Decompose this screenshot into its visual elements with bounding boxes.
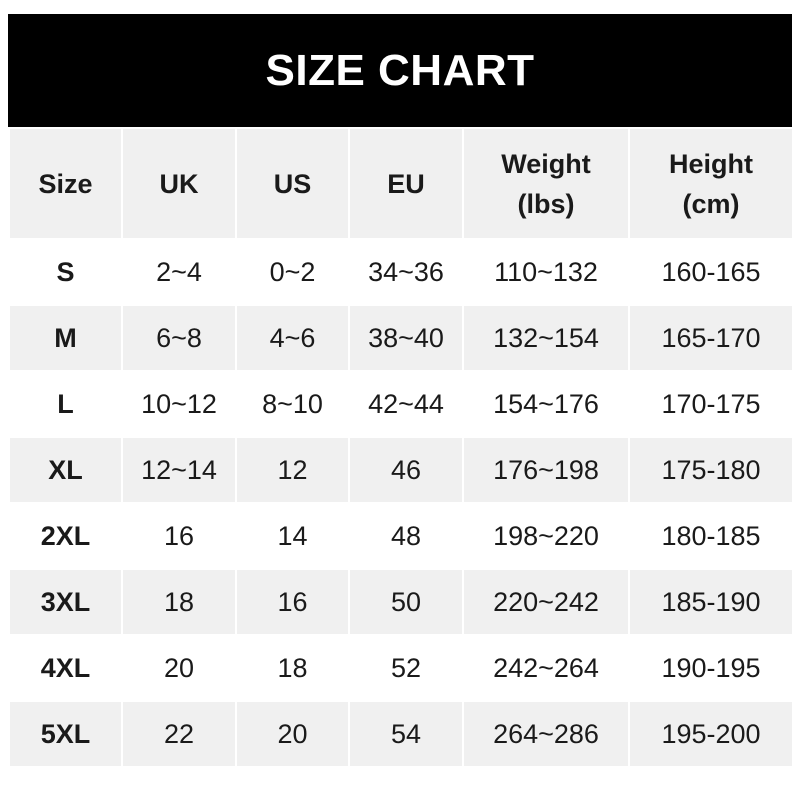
cell-us: 14 [235, 502, 350, 570]
cell-height: 195-200 [628, 700, 794, 768]
cell-size: L [8, 370, 123, 438]
cell-us: 18 [235, 634, 350, 702]
header-label: Height [669, 148, 753, 179]
cell-eu: 38~40 [348, 304, 464, 372]
cell-height: 170-175 [628, 370, 794, 438]
cell-height: 180-185 [628, 502, 794, 570]
cell-eu: 50 [348, 568, 464, 636]
cell-size: 4XL [8, 634, 123, 702]
cell-size: 2XL [8, 502, 123, 570]
size-chart-table: Size UK US EU Weight (lbs) Height (cm) S 2~4 0~2 3… [8, 127, 794, 768]
header-eu: EU [348, 127, 464, 240]
cell-weight: 242~264 [462, 634, 630, 702]
cell-weight: 176~198 [462, 436, 630, 504]
cell-eu: 42~44 [348, 370, 464, 438]
cell-size: 5XL [8, 700, 123, 768]
cell-us: 20 [235, 700, 350, 768]
header-label: US [273, 168, 312, 199]
table-row: L 10~12 8~10 42~44 154~176 170-175 [8, 370, 794, 438]
cell-height: 190-195 [628, 634, 794, 702]
cell-height: 160-165 [628, 238, 794, 306]
table-row: 3XL 18 16 50 220~242 185-190 [8, 568, 794, 636]
cell-weight: 154~176 [462, 370, 630, 438]
cell-eu: 34~36 [348, 238, 464, 306]
table-row: M 6~8 4~6 38~40 132~154 165-170 [8, 304, 794, 372]
cell-us: 4~6 [235, 304, 350, 372]
table-row: 2XL 16 14 48 198~220 180-185 [8, 502, 794, 570]
cell-eu: 54 [348, 700, 464, 768]
cell-size: XL [8, 436, 123, 504]
header-us: US [235, 127, 350, 240]
cell-height: 185-190 [628, 568, 794, 636]
table-row: 4XL 20 18 52 242~264 190-195 [8, 634, 794, 702]
cell-uk: 18 [121, 568, 237, 636]
cell-weight: 132~154 [462, 304, 630, 372]
size-chart-title: SIZE CHART [8, 14, 792, 127]
header-unit: (lbs) [517, 188, 575, 219]
header-label: Size [38, 168, 93, 199]
cell-eu: 52 [348, 634, 464, 702]
cell-eu: 48 [348, 502, 464, 570]
cell-us: 0~2 [235, 238, 350, 306]
cell-uk: 16 [121, 502, 237, 570]
cell-eu: 46 [348, 436, 464, 504]
cell-uk: 12~14 [121, 436, 237, 504]
table-row: 5XL 22 20 54 264~286 195-200 [8, 700, 794, 768]
cell-weight: 198~220 [462, 502, 630, 570]
header-row: Size UK US EU Weight (lbs) Height (cm) [8, 127, 794, 240]
header-weight: Weight (lbs) [462, 127, 630, 240]
cell-size: 3XL [8, 568, 123, 636]
cell-weight: 110~132 [462, 238, 630, 306]
header-size: Size [8, 127, 123, 240]
cell-height: 175-180 [628, 436, 794, 504]
header-unit: (cm) [682, 188, 740, 219]
cell-uk: 10~12 [121, 370, 237, 438]
header-label: Weight [501, 148, 591, 179]
cell-uk: 2~4 [121, 238, 237, 306]
cell-height: 165-170 [628, 304, 794, 372]
table-row: S 2~4 0~2 34~36 110~132 160-165 [8, 238, 794, 306]
header-label: UK [159, 168, 199, 199]
cell-uk: 6~8 [121, 304, 237, 372]
cell-uk: 20 [121, 634, 237, 702]
header-label: EU [387, 168, 425, 199]
cell-size: S [8, 238, 123, 306]
header-uk: UK [121, 127, 237, 240]
cell-size: M [8, 304, 123, 372]
cell-uk: 22 [121, 700, 237, 768]
cell-us: 8~10 [235, 370, 350, 438]
cell-us: 12 [235, 436, 350, 504]
table-row: XL 12~14 12 46 176~198 175-180 [8, 436, 794, 504]
cell-us: 16 [235, 568, 350, 636]
cell-weight: 220~242 [462, 568, 630, 636]
cell-weight: 264~286 [462, 700, 630, 768]
header-height: Height (cm) [628, 127, 794, 240]
